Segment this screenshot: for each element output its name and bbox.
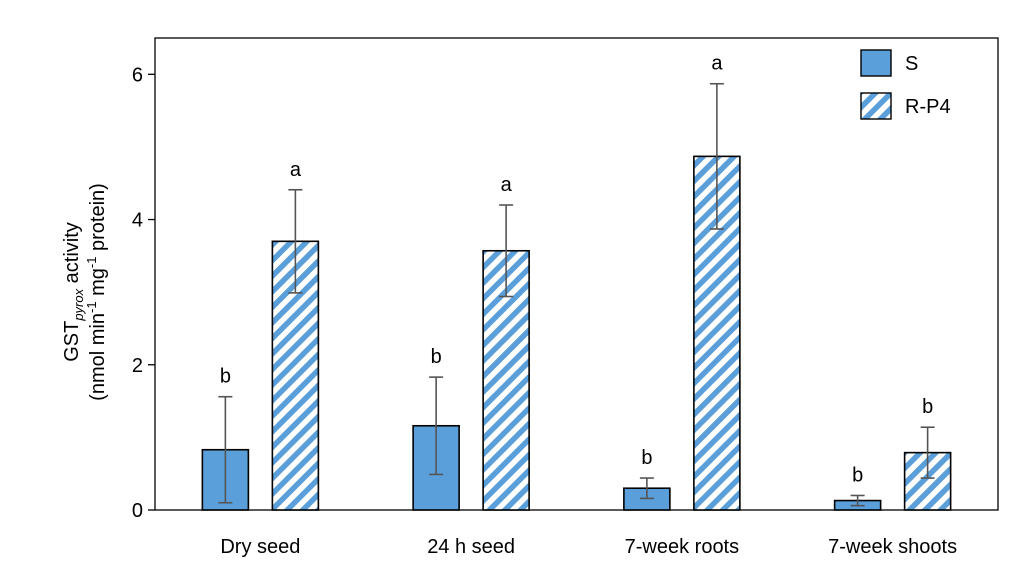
significance-letter: b [922, 396, 933, 418]
x-category-label: Dry seed [220, 536, 300, 558]
legend-swatch-r-p4 [860, 92, 892, 120]
significance-letter: a [711, 53, 723, 75]
x-category-label: 7-week shoots [828, 536, 957, 558]
x-category-label: 24 h seed [427, 536, 515, 558]
y-axis-title-line1: GSTpyrox activity [61, 222, 86, 362]
plot-frame [154, 37, 999, 511]
y-tick-label: 0 [132, 500, 143, 522]
y-tick-label: 6 [132, 64, 143, 86]
significance-letter: b [641, 447, 652, 469]
y-tick-label: 4 [132, 210, 143, 232]
y-axis-title-units-c: protein) [87, 183, 109, 256]
y-axis-title-units-a: (nmol min [87, 313, 109, 401]
y-axis-title-rest: activity [61, 222, 83, 289]
legend-swatch-s [860, 49, 892, 77]
significance-letter: b [852, 464, 863, 486]
y-tick-label: 2 [132, 355, 143, 377]
significance-letter: b [431, 346, 442, 368]
y-axis-title-subscript: pyrox [71, 288, 86, 321]
y-axis-title-main: GST [61, 321, 83, 362]
significance-letter: b [220, 366, 231, 388]
plot-area: 0 2 4 6 b a Dry seed b a 24 h seed b a 7-week roots b… [132, 37, 999, 558]
y-axis-title-sup1: -1 [84, 301, 99, 313]
y-axis-title-units-b: mg [87, 268, 109, 301]
x-category-label: 7-week roots [625, 536, 740, 558]
significance-letter: a [501, 174, 513, 196]
legend-label-s: S [905, 53, 918, 75]
y-axis-title-line2: (nmol min-1 mg-1 protein) [84, 183, 109, 401]
y-axis-title-sup2: -1 [84, 257, 99, 269]
legend-label-r-p4: R-P4 [905, 96, 951, 118]
y-axis-title: GSTpyrox activity (nmol min-1 mg-1 prote… [61, 183, 109, 401]
significance-letter: a [290, 159, 302, 181]
